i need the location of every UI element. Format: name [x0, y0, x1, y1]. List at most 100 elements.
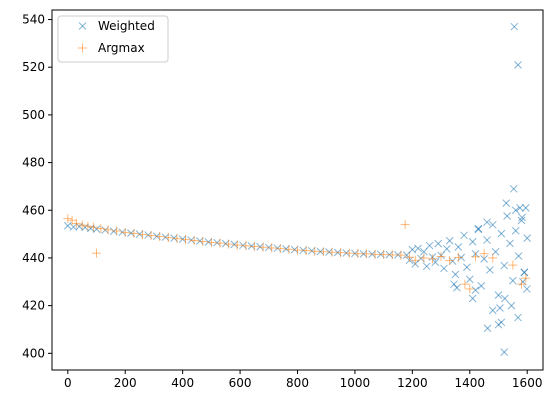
- x-tick-label-1000: 1000: [340, 376, 371, 390]
- point-argmax-47: [427, 254, 437, 264]
- x-tick-label-1600: 1600: [512, 376, 543, 390]
- x-tick-label-1400: 1400: [455, 376, 486, 390]
- point-weighted-80: [514, 252, 523, 260]
- point-argmax-34: [327, 247, 337, 257]
- point-weighted-103: [521, 204, 530, 212]
- point-argmax-17: [181, 235, 191, 245]
- y-axis: 400 420 440 460 480 500 520 540: [22, 13, 52, 360]
- x-tick-label-400: 400: [171, 376, 194, 390]
- point-argmax-37: [353, 249, 363, 259]
- plot-area: [52, 10, 543, 370]
- point-argmax-3: [77, 220, 87, 230]
- point-argmax-52: [465, 284, 475, 294]
- point-argmax-41: [387, 250, 397, 260]
- point-weighted-81: [517, 216, 526, 225]
- point-argmax-40: [379, 250, 389, 260]
- point-weighted-90: [488, 306, 497, 315]
- legend: Weighted Argmax: [57, 15, 169, 63]
- point-argmax-4: [83, 221, 93, 231]
- point-weighted-89: [483, 218, 491, 227]
- point-argmax-0: [63, 214, 73, 224]
- point-argmax-57: [516, 279, 526, 289]
- point-argmax-13: [146, 231, 156, 241]
- point-weighted-109: [514, 60, 522, 69]
- point-weighted-85: [450, 280, 458, 289]
- y-tick-label-420: 420: [22, 299, 45, 313]
- point-argmax-56: [508, 260, 518, 270]
- point-weighted-59: [454, 243, 463, 251]
- point-weighted-78: [508, 276, 517, 285]
- point-weighted-67: [477, 281, 486, 290]
- point-argmax-22: [224, 239, 234, 249]
- point-argmax-28: [275, 244, 285, 254]
- point-weighted-48: [422, 262, 431, 271]
- point-weighted-70: [486, 266, 494, 274]
- point-argmax-46: [419, 253, 429, 263]
- point-weighted-88: [474, 225, 483, 234]
- point-argmax-15: [163, 233, 173, 243]
- point-argmax-7: [96, 224, 106, 234]
- point-argmax-19: [198, 236, 208, 246]
- point-argmax-55: [488, 253, 498, 263]
- x-axis: 0 200 400 600 800 1000 1200 1400 1600: [64, 370, 543, 390]
- y-tick-label-440: 440: [22, 251, 45, 265]
- series-argmax: [63, 214, 531, 294]
- point-argmax-36: [344, 248, 354, 258]
- point-weighted-100: [518, 213, 526, 222]
- point-weighted-98: [514, 313, 522, 322]
- point-argmax-50: [453, 252, 463, 262]
- point-weighted-83: [523, 234, 532, 243]
- point-weighted-86: [471, 286, 480, 294]
- point-argmax-27: [267, 243, 277, 253]
- point-weighted-49: [425, 241, 434, 250]
- point-argmax-31: [301, 246, 311, 256]
- point-weighted-95: [507, 301, 516, 310]
- point-argmax-23: [232, 240, 242, 250]
- point-argmax-21: [215, 238, 225, 248]
- point-weighted-106: [494, 320, 503, 329]
- legend-marker-weighted: [78, 22, 87, 30]
- point-argmax-38: [361, 249, 371, 259]
- point-argmax-25: [249, 242, 259, 252]
- point-argmax-42: [396, 250, 406, 260]
- point-weighted-87: [468, 294, 477, 303]
- x-tick-label-200: 200: [114, 376, 137, 390]
- y-tick-label-500: 500: [22, 108, 45, 122]
- y-tick-label-460: 460: [22, 203, 45, 217]
- point-weighted-97: [511, 206, 520, 215]
- point-argmax-14: [155, 231, 165, 241]
- point-weighted-71: [488, 220, 497, 229]
- point-argmax-12: [137, 230, 147, 240]
- point-weighted-56: [445, 236, 454, 245]
- point-weighted-68: [480, 255, 488, 263]
- y-tick-label-400: 400: [22, 346, 45, 360]
- point-argmax-9: [112, 226, 122, 236]
- points-layer: [63, 22, 532, 356]
- point-argmax-39: [370, 249, 380, 259]
- point-argmax-5: [89, 222, 99, 232]
- point-weighted-75: [500, 261, 509, 270]
- y-tick-label-480: 480: [22, 156, 45, 170]
- point-argmax-35: [336, 248, 346, 258]
- point-weighted-58: [451, 270, 460, 279]
- point-argmax-53: [471, 252, 481, 262]
- x-tick-label-800: 800: [286, 376, 309, 390]
- point-weighted-79: [511, 226, 520, 235]
- legend-label-weighted: Weighted: [98, 19, 155, 33]
- point-argmax-43: [400, 220, 410, 230]
- legend-marker-argmax: [78, 43, 87, 53]
- point-weighted-73: [494, 291, 503, 299]
- point-weighted-105: [483, 324, 492, 333]
- point-argmax-45: [410, 255, 420, 265]
- point-weighted-72: [491, 247, 500, 256]
- point-weighted-94: [502, 199, 511, 207]
- point-argmax-30: [293, 245, 302, 255]
- point-argmax-44: [404, 252, 414, 262]
- point-argmax-6: [92, 248, 102, 258]
- x-tick-label-600: 600: [229, 376, 252, 390]
- point-weighted-102: [520, 268, 529, 277]
- point-weighted-77: [506, 239, 514, 248]
- x-tick-label-1200: 1200: [397, 376, 428, 390]
- x-tick-label-0: 0: [64, 376, 72, 390]
- point-argmax-2: [71, 218, 81, 228]
